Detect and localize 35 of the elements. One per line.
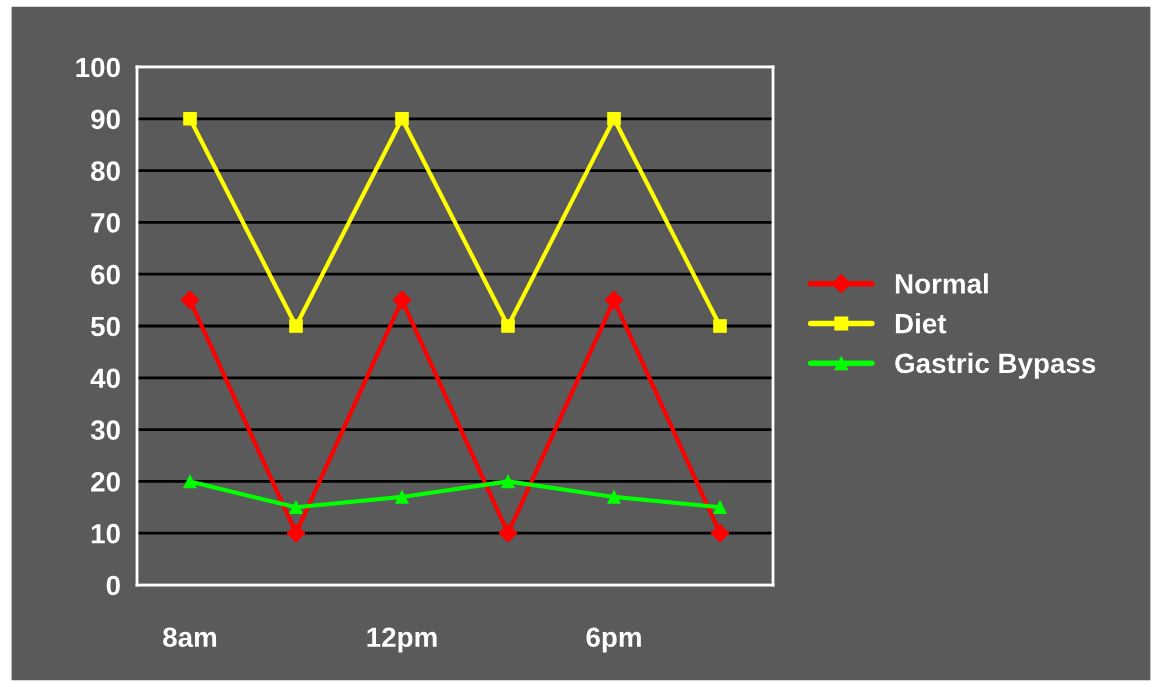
y-tick-label: 0 bbox=[106, 575, 120, 596]
y-tick-label: 60 bbox=[91, 264, 120, 285]
point bbox=[289, 500, 303, 515]
point bbox=[180, 290, 200, 310]
point bbox=[710, 523, 730, 543]
legend-label: Gastric Bypass bbox=[895, 352, 1096, 379]
y-tick-label: 30 bbox=[90, 420, 120, 440]
y-tick-label: 10 bbox=[91, 523, 120, 544]
point bbox=[395, 490, 409, 504]
point bbox=[183, 112, 197, 126]
legend-label: Diet bbox=[895, 313, 947, 334]
point bbox=[392, 290, 412, 310]
point bbox=[713, 500, 727, 515]
y-tick-label: 70 bbox=[91, 213, 120, 233]
point bbox=[501, 474, 515, 489]
x-tick-label: 8am bbox=[163, 627, 217, 648]
point bbox=[713, 319, 727, 333]
point bbox=[289, 319, 303, 333]
point bbox=[183, 474, 197, 489]
point bbox=[607, 490, 621, 504]
y-tick-label: 100 bbox=[76, 57, 120, 78]
point bbox=[607, 112, 621, 126]
point bbox=[604, 290, 624, 310]
point bbox=[395, 112, 409, 126]
y-tick-label: 90 bbox=[91, 109, 120, 130]
point bbox=[501, 319, 515, 333]
point bbox=[498, 523, 518, 543]
y-tick-label: 80 bbox=[91, 161, 120, 181]
x-tick-label: 12pm bbox=[367, 627, 437, 653]
x-tick-label: 6pm bbox=[586, 627, 641, 653]
legend-label: Normal bbox=[895, 273, 988, 294]
y-tick-label: 50 bbox=[90, 316, 120, 337]
point bbox=[286, 523, 306, 543]
y-tick-label: 20 bbox=[91, 472, 120, 492]
y-tick-label: 40 bbox=[90, 368, 120, 389]
